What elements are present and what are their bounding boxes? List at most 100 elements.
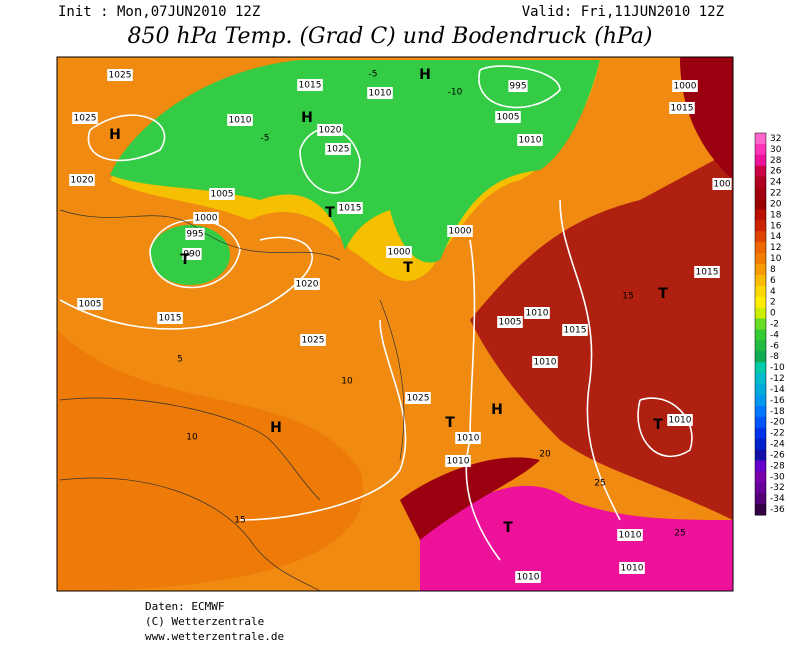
contour-label: 10 xyxy=(341,377,353,387)
label-box xyxy=(69,174,95,186)
legend-label: -2 xyxy=(770,320,779,330)
legend-label: -8 xyxy=(770,352,779,362)
legend-label: -6 xyxy=(770,341,779,351)
contour-label: 1010 xyxy=(621,564,644,574)
contour-label: 1010 xyxy=(519,136,542,146)
legend-swatch xyxy=(755,253,766,265)
legend-frame xyxy=(754,132,767,516)
isobar xyxy=(87,114,166,162)
contour-label: 1005 xyxy=(79,300,102,310)
label-box xyxy=(386,246,412,258)
label-box xyxy=(185,228,205,240)
legend-swatch xyxy=(755,460,766,472)
contour-label: 1010 xyxy=(669,416,692,426)
legend-swatch xyxy=(755,231,766,243)
contour-label: 1010 xyxy=(517,573,540,583)
label-box xyxy=(447,225,473,237)
legend-swatch xyxy=(755,154,766,167)
label-box xyxy=(669,102,695,114)
contour-label: 1015 xyxy=(339,204,362,214)
legend-swatch xyxy=(755,493,766,505)
contour-label: -5 xyxy=(261,134,270,144)
legend-label: 8 xyxy=(770,265,776,275)
legend-swatch xyxy=(755,296,766,309)
contour-label: 1015 xyxy=(159,314,182,324)
legend-swatch xyxy=(755,373,766,385)
pressure-center: H xyxy=(419,67,431,83)
contour-label: 1025 xyxy=(302,336,325,346)
label-box xyxy=(497,316,523,328)
isobar xyxy=(59,236,313,330)
legend-swatch xyxy=(755,307,766,320)
legend-swatch xyxy=(755,274,766,287)
legend-label: -26 xyxy=(770,450,785,460)
isotherm xyxy=(59,477,321,591)
legend-swatch xyxy=(755,362,766,374)
pressure-center: H xyxy=(270,420,282,436)
legend-label: -20 xyxy=(770,418,785,428)
cold-area xyxy=(110,60,600,263)
legend-label: -30 xyxy=(770,472,785,482)
legend-swatch xyxy=(755,133,766,145)
contour-label: -5 xyxy=(369,70,378,80)
legend-label: 26 xyxy=(770,167,782,177)
contour-label: 1010 xyxy=(457,434,480,444)
contour-label: 1000 xyxy=(388,248,411,258)
legend-swatch xyxy=(755,143,766,156)
legend-swatch xyxy=(755,340,766,352)
contour-label: 5 xyxy=(177,355,183,365)
isobar xyxy=(637,397,693,457)
copyright: (C) Wetterzentrale xyxy=(145,615,264,628)
legend-swatch xyxy=(755,198,766,210)
contour-label: 1020 xyxy=(319,126,342,136)
contour-label: -10 xyxy=(448,88,463,98)
legend-label: -34 xyxy=(770,494,785,504)
label-box xyxy=(325,143,351,155)
contour-label: 1010 xyxy=(229,116,252,126)
contour-label: 1025 xyxy=(109,71,132,81)
contour-label: 1025 xyxy=(74,114,97,124)
legend-swatch xyxy=(755,384,766,396)
legend-label: 10 xyxy=(770,254,782,264)
legend-label: 20 xyxy=(770,199,782,209)
legend-swatch xyxy=(755,187,766,199)
contour-label: 25 xyxy=(594,479,605,489)
pressure-center: T xyxy=(180,252,190,268)
legend-swatch xyxy=(755,318,766,330)
contour-label: 1000 xyxy=(674,82,697,92)
legend-label: 12 xyxy=(770,243,781,253)
contour-label: 15 xyxy=(622,292,633,302)
label-box xyxy=(367,87,393,99)
contour-label: 1015 xyxy=(696,268,719,278)
legend-label: -22 xyxy=(770,429,785,439)
contour-label: 1015 xyxy=(564,326,587,336)
legend-label: 22 xyxy=(770,189,781,199)
legend-label: 14 xyxy=(770,232,782,242)
label-box xyxy=(445,455,471,467)
label-box xyxy=(712,178,732,190)
legend-label: -28 xyxy=(770,461,785,471)
legend-label: -24 xyxy=(770,440,785,450)
contour-label: 1020 xyxy=(71,176,94,186)
legend-label: 32 xyxy=(770,134,781,144)
legend-swatch xyxy=(755,427,766,440)
pressure-center: T xyxy=(445,415,455,431)
label-box xyxy=(524,307,550,319)
legend-label: 30 xyxy=(770,145,782,155)
label-box xyxy=(294,278,320,290)
legend-label: -4 xyxy=(770,330,779,340)
isobar xyxy=(149,219,241,289)
legend-label: -14 xyxy=(770,385,785,395)
pressure-center: T xyxy=(403,260,413,276)
isobar xyxy=(239,319,407,521)
label-box xyxy=(517,134,543,146)
legend-label: 18 xyxy=(770,210,782,220)
legend-swatch xyxy=(755,405,766,418)
legend-swatch xyxy=(755,351,766,363)
isobar xyxy=(478,65,561,109)
contour-label: 1005 xyxy=(211,190,234,200)
contour-label: 1025 xyxy=(407,394,430,404)
legend-label: 4 xyxy=(770,287,776,297)
legend-swatch xyxy=(755,416,766,429)
